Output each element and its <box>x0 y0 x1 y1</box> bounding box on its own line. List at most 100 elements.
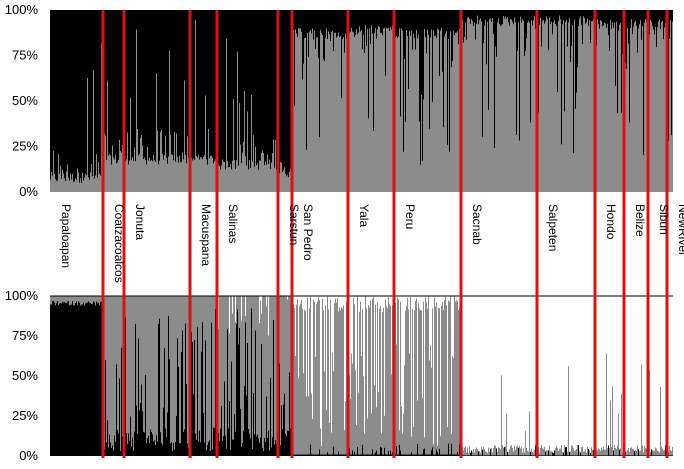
bottom-bar-gray-Papaloapan <box>86 296 87 303</box>
bottom-bar-black-Papaloapan <box>51 305 52 456</box>
top-bar-Jonuta <box>130 98 131 192</box>
bottom-bar-gray-Macuspana <box>206 296 207 450</box>
bottom-bar-gray-Coatzacoalcos <box>114 296 115 435</box>
bottom-bar-black-Salinas <box>222 441 223 456</box>
bottom-bar-gray-Papaloapan <box>87 296 88 302</box>
bottom-bar-white-Peru <box>431 296 432 368</box>
bottom-bar-white-Salpeten <box>556 296 557 446</box>
bottom-bar-black-Salinas <box>243 431 244 456</box>
top-bar-Salinas <box>270 169 271 192</box>
top-bar-Salpeten <box>549 18 550 192</box>
bottom-bar-gray-Yala <box>390 306 391 450</box>
bottom-bar-gray-Salinas <box>233 296 234 439</box>
bottom-bar-gray-Salinas <box>260 301 261 438</box>
top-bar-Peru <box>454 35 455 192</box>
bottom-bar-white-Salpeten <box>564 296 565 445</box>
bottom-bar-gray-Yala <box>384 416 385 448</box>
top-bar-Papaloapan <box>67 165 68 192</box>
bottom-bar-white-Belize <box>629 296 630 452</box>
bottom-bar-white-Hondo <box>603 296 604 446</box>
top-bar-Sibun <box>661 22 662 192</box>
bottom-bar-white-Hondo <box>604 296 605 449</box>
bottom-bar-black-Macuspana <box>192 342 193 456</box>
bottom-bar-white-Sacnab <box>531 296 532 449</box>
bottom-bar-white-San Pedro <box>331 296 332 433</box>
bottom-bar-gray-San Pedro <box>305 311 306 455</box>
bottom-bar-gray-Sibun <box>659 452 660 455</box>
bottom-bar-black-Yala <box>388 451 389 456</box>
bottom-bar-black-Salpeten <box>583 455 584 456</box>
bottom-bar-black-Peru <box>458 454 459 456</box>
bottom-bar-black-Yala <box>353 454 354 456</box>
bottom-tick-label-50: 50% <box>12 368 38 383</box>
bottom-bar-black-Sibun <box>660 455 661 456</box>
bottom-bar-black-Sibun <box>663 455 664 456</box>
top-bar-Salpeten <box>577 67 578 192</box>
bottom-bar-gray-Belize <box>636 451 637 455</box>
bottom-bar-gray-Papaloapan <box>67 296 68 301</box>
bottom-bar-gray-Papaloapan <box>80 296 81 306</box>
top-bar-Yala <box>384 28 385 192</box>
bottom-bar-black-Peru <box>409 454 410 456</box>
bottom-bar-gray-Hondo <box>598 449 599 455</box>
bottom-bar-gray-Sacnab <box>476 447 477 455</box>
bottom-bar-white-Peru <box>414 296 415 310</box>
bottom-bar-black-Jonuta <box>145 375 146 456</box>
bottom-bar-gray-Hondo <box>613 450 614 451</box>
bottom-bar-white-Yala <box>360 296 361 302</box>
bottom-bar-gray-Peru <box>433 445 434 455</box>
bottom-bar-black-Salinas <box>265 442 266 456</box>
bottom-bar-gray-Yala <box>383 308 384 455</box>
bottom-bar-gray-Yala <box>350 399 351 455</box>
top-bar-Sacnab <box>476 24 477 192</box>
bottom-bar-white-NewRiver <box>671 296 672 451</box>
top-bar-Papaloapan <box>68 178 69 192</box>
bottom-bar-white-Peru <box>439 296 440 308</box>
top-bar-Hondo <box>610 20 611 192</box>
bottom-bar-black-Papaloapan <box>58 305 59 456</box>
top-bar-San Pedro <box>313 40 314 192</box>
bottom-bar-black-Belize <box>629 455 630 456</box>
population-label-salpeten: Salpeten <box>546 204 560 251</box>
bottom-bar-black-Yala <box>372 449 373 456</box>
bottom-bar-white-Sacnab <box>517 296 518 445</box>
bottom-bar-black-Peru <box>402 454 403 456</box>
top-bar-San Pedro <box>308 57 309 192</box>
top-bar-Jonuta <box>141 135 142 192</box>
bottom-bar-gray-Jonuta <box>181 296 182 352</box>
top-bar-Jonuta <box>143 159 144 192</box>
bottom-bar-black-Salinas <box>232 440 233 456</box>
bottom-bar-black-Sacnab <box>471 450 472 456</box>
bottom-bar-black-Yala <box>379 454 380 456</box>
bottom-bar-gray-Hondo <box>616 449 617 455</box>
bottom-bar-gray-Yala <box>391 374 392 454</box>
top-bar-Salinas <box>272 153 273 192</box>
top-bar-Sibun <box>663 39 664 192</box>
bottom-bar-gray-San Pedro <box>339 307 340 454</box>
top-bar-Jonuta <box>178 163 179 192</box>
bottom-bar-white-Peru <box>421 296 422 311</box>
top-bar-Sacnab <box>520 17 521 192</box>
bottom-bar-black-Salpeten <box>541 455 542 456</box>
bottom-bar-gray-Peru <box>402 434 403 455</box>
bottom-bar-white-Sacnab <box>464 296 465 448</box>
top-bar-San Pedro <box>339 37 340 192</box>
top-bar-Sibun <box>660 29 661 192</box>
bottom-bar-black-Papaloapan <box>78 301 79 456</box>
bottom-bar-black-Peru <box>421 454 422 456</box>
top-bar-Peru <box>420 165 421 192</box>
bottom-bar-gray-Hondo <box>602 450 603 456</box>
top-bar-Sacnab <box>487 22 488 192</box>
top-bar-Salpeten <box>587 19 588 192</box>
bottom-bar-black-Salinas <box>229 401 230 456</box>
top-bar-Yala <box>385 76 386 192</box>
top-bar-Salpeten <box>553 22 554 192</box>
bottom-bar-gray-San Pedro <box>299 306 300 454</box>
bottom-bar-gray-Papaloapan <box>77 296 78 305</box>
bottom-bar-white-Hondo <box>609 296 610 448</box>
top-bar-Belize <box>634 22 635 192</box>
bottom-bar-black-Salinas <box>270 378 271 456</box>
bottom-bar-gray-NewRiver <box>670 450 671 455</box>
bottom-bar-black-Sacnab <box>476 455 477 456</box>
top-bar-Salinas <box>226 39 227 192</box>
